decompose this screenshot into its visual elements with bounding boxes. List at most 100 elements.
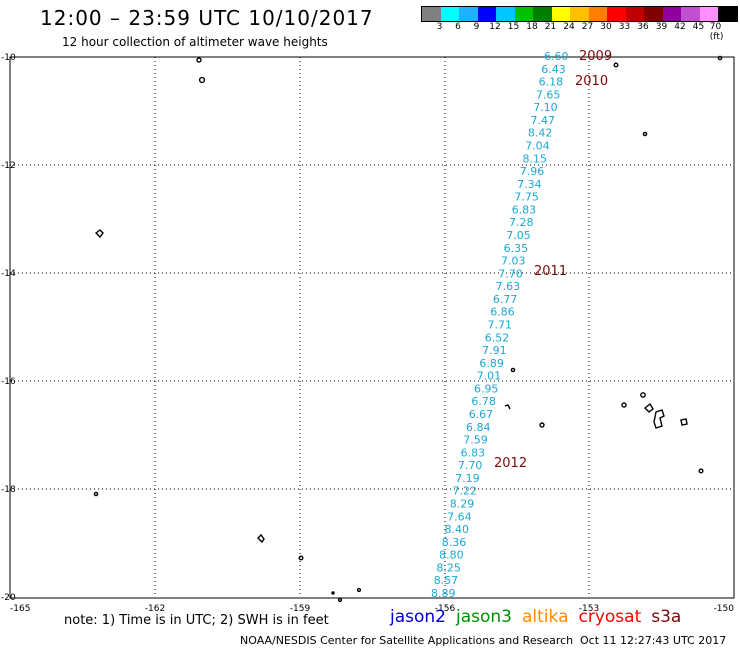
wave-height-value: 6.95 bbox=[474, 382, 499, 395]
island-outline bbox=[698, 468, 704, 474]
island-outline bbox=[653, 409, 665, 429]
wave-height-value: 6.52 bbox=[485, 331, 510, 344]
color-swatch bbox=[551, 7, 570, 21]
wave-height-value: 8.29 bbox=[450, 498, 475, 511]
latitude-label: -14 bbox=[1, 269, 16, 279]
longitude-label: -159 bbox=[290, 604, 311, 614]
color-swatch bbox=[607, 7, 626, 21]
color-scale-labels: 3 6 9 12 15 18 21 24 27 30 33 36 39 42 45 70 (ft) bbox=[421, 22, 740, 42]
wave-height-value: 8.80 bbox=[439, 549, 464, 562]
satellite-legend-item: jason3 bbox=[456, 607, 512, 627]
island-outline bbox=[504, 404, 511, 410]
page-subtitle: 12 hour collection of altimeter wave hei… bbox=[62, 35, 328, 49]
color-swatch bbox=[718, 7, 737, 21]
credit-text: NOAA/NESDIS Center for Satellite Applica… bbox=[240, 634, 574, 647]
wave-height-value: 7.22 bbox=[453, 485, 478, 498]
cycle-labels: 2009 2010 2011 2012 bbox=[494, 49, 612, 471]
latitude-label: -16 bbox=[1, 377, 16, 387]
island-outlines bbox=[93, 55, 723, 603]
footer-note: note: 1) Time is in UTC; 2) SWH is in fe… bbox=[64, 613, 329, 628]
island-outline bbox=[717, 55, 723, 61]
island-outline bbox=[613, 62, 619, 68]
color-scale-label: 18 bbox=[526, 22, 538, 32]
island-outline bbox=[356, 587, 362, 593]
island-outline bbox=[198, 76, 206, 84]
color-scale-label: 27 bbox=[581, 22, 594, 32]
wave-height-value: 8.36 bbox=[442, 536, 467, 549]
island-outline bbox=[257, 533, 265, 544]
wave-height-value: 6.83 bbox=[512, 203, 537, 216]
wave-height-value: 8.42 bbox=[528, 127, 553, 140]
color-swatch bbox=[514, 7, 533, 21]
latitude-label: -10 bbox=[1, 53, 16, 63]
wave-height-value: 7.04 bbox=[525, 140, 550, 153]
wave-height-value: 7.96 bbox=[520, 165, 545, 178]
wave-height-value: 7.47 bbox=[531, 114, 556, 127]
page-title: 12:00 – 23:59 UTC 10/10/2017 bbox=[40, 6, 374, 30]
color-scale-label: 21 bbox=[544, 22, 557, 32]
wave-height-value: 6.18 bbox=[539, 76, 564, 89]
map-gridlines bbox=[10, 57, 734, 597]
wave-height-value: 8.89 bbox=[431, 587, 456, 600]
wave-height-value: 6.60 bbox=[544, 50, 569, 63]
axis-ticks: -165 -162 -159 -156 -153 -150 -10 -12 -14 -16 -18 -… bbox=[1, 53, 734, 614]
color-scale-label: 9 bbox=[473, 22, 480, 32]
wave-height-value: 7.70 bbox=[458, 459, 483, 472]
color-swatch bbox=[662, 7, 681, 21]
island-outline bbox=[196, 57, 202, 63]
satellite-legend-item: s3a bbox=[651, 607, 682, 627]
color-swatch bbox=[644, 7, 663, 21]
longitude-label: -165 bbox=[10, 604, 30, 614]
color-scale-label: 15 bbox=[507, 22, 520, 32]
color-scale-label: 33 bbox=[618, 22, 631, 32]
color-scale-label: 3 bbox=[436, 22, 443, 32]
island-outline bbox=[298, 555, 304, 561]
color-scale-label: 45 bbox=[692, 22, 705, 32]
wave-height-value: 8.25 bbox=[436, 561, 461, 574]
altimeter-track: 6.606.436.187.657.107.478.427.048.157.96… bbox=[431, 50, 569, 600]
satellite-legend-item: cryosat bbox=[578, 607, 642, 627]
color-scale-label: 36 bbox=[637, 22, 649, 32]
wave-height-value: 7.10 bbox=[533, 101, 558, 114]
wave-height-value: 7.75 bbox=[514, 191, 539, 204]
wave-height-value: 6.43 bbox=[541, 63, 566, 76]
wave-height-value: 7.63 bbox=[496, 280, 520, 293]
island-outline bbox=[510, 367, 516, 373]
island-outline bbox=[93, 491, 99, 497]
wave-height-value: 6.84 bbox=[466, 421, 491, 434]
color-scale-label: 39 bbox=[655, 22, 668, 32]
satellite-legend-item: altika bbox=[522, 607, 569, 627]
satellite-legend-item: jason2 bbox=[390, 607, 446, 627]
satellite-legend: jason2 jason3 altika cryosat s3a bbox=[390, 607, 691, 627]
color-swatch bbox=[477, 7, 496, 21]
color-scale-label: 6 bbox=[455, 22, 461, 32]
wave-height-value: 6.86 bbox=[490, 306, 515, 319]
cycle-number-label: 2009 bbox=[579, 49, 612, 64]
wave-height-value: 7.05 bbox=[506, 229, 531, 242]
wave-height-value: 7.19 bbox=[455, 472, 480, 485]
wave-height-value: 7.03 bbox=[501, 255, 526, 268]
cycle-number-label: 2011 bbox=[534, 264, 567, 279]
wave-height-value: 7.34 bbox=[517, 178, 542, 191]
cycle-number-label: 2010 bbox=[575, 74, 608, 89]
island-outline bbox=[94, 229, 104, 239]
color-swatch bbox=[440, 7, 459, 21]
island-outline bbox=[539, 422, 545, 428]
longitude-label: -162 bbox=[145, 604, 165, 614]
latitude-label: -20 bbox=[1, 593, 16, 603]
wave-height-value: 6.77 bbox=[493, 293, 518, 306]
longitude-label: -153 bbox=[579, 604, 599, 614]
color-scale-label: 42 bbox=[674, 22, 686, 32]
wave-height-value: 8.15 bbox=[523, 152, 548, 165]
color-swatch bbox=[681, 7, 700, 21]
wave-height-value: 7.64 bbox=[447, 510, 472, 523]
island-outline bbox=[642, 131, 648, 137]
wave-height-value: 8.57 bbox=[434, 574, 459, 587]
color-scale-label: 24 bbox=[563, 22, 575, 32]
wave-height-value: 7.70 bbox=[498, 267, 523, 280]
color-swatch bbox=[588, 7, 607, 21]
wave-height-value: 7.91 bbox=[482, 344, 507, 357]
wave-height-value: 7.71 bbox=[488, 319, 513, 332]
island-outline bbox=[680, 418, 688, 426]
